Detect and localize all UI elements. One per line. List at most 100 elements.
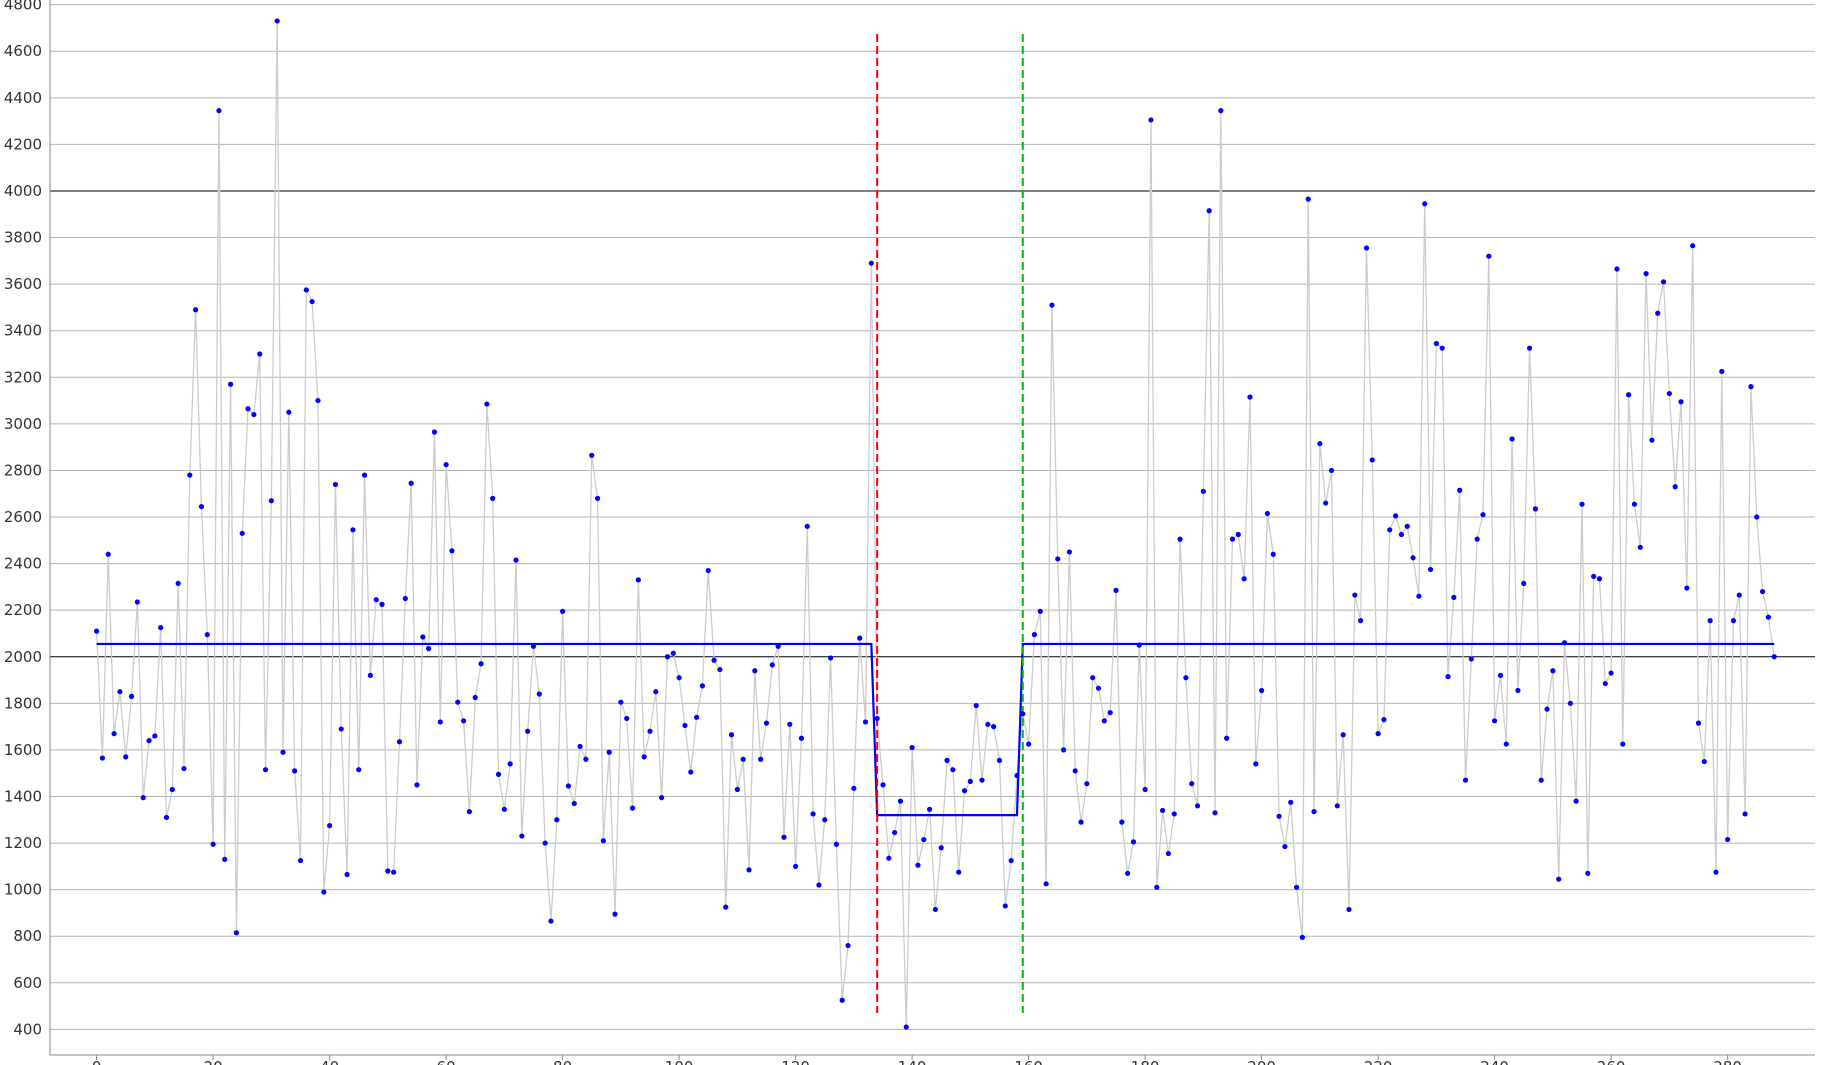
data-point [123, 754, 129, 760]
data-point [1626, 392, 1632, 398]
data-point [1660, 279, 1667, 285]
data-point [1200, 488, 1206, 494]
data-point [350, 527, 356, 533]
data-point [985, 721, 991, 727]
data-point [286, 409, 292, 415]
data-point [763, 720, 770, 726]
data-point [1742, 811, 1748, 817]
data-point [1247, 394, 1253, 400]
data-point [1113, 587, 1119, 593]
y-tick-label: 4400 [4, 89, 42, 107]
y-tick-label: 1000 [4, 881, 42, 899]
data-point [385, 868, 391, 874]
y-tick-label: 1200 [4, 834, 42, 852]
data-point [1276, 813, 1282, 819]
data-point [152, 733, 158, 739]
data-point [1713, 869, 1719, 875]
data-point [577, 743, 583, 750]
data-point [391, 869, 397, 875]
data-point [1177, 536, 1183, 542]
x-tick-label: 0 [92, 1058, 102, 1065]
data-point [332, 481, 339, 488]
data-point [175, 580, 181, 586]
data-point [536, 691, 542, 697]
data-point [1358, 618, 1364, 624]
y-tick-labels: 400 600 800 1000 1200 1400 1600 1800 2000 2200 240… [4, 0, 42, 1038]
data-point [198, 503, 205, 510]
y-tick-label: 2000 [4, 648, 42, 666]
data-point [449, 548, 455, 554]
data-point [862, 719, 869, 725]
data-point [344, 871, 350, 878]
data-point [1055, 556, 1061, 562]
data-point [1282, 843, 1288, 850]
data-point [1311, 809, 1317, 815]
data-point [1119, 819, 1125, 825]
data-point [466, 809, 473, 815]
data-point [1433, 340, 1439, 347]
data-point [804, 523, 810, 529]
data-point [501, 806, 507, 812]
data-point [897, 798, 904, 804]
data-point [892, 829, 898, 836]
data-point [915, 862, 921, 868]
data-point [664, 654, 671, 660]
data-point [682, 722, 688, 729]
data-point [1643, 271, 1649, 277]
data-point [1567, 700, 1573, 706]
data-point [379, 601, 385, 607]
fit-line-path [96, 642, 1775, 817]
data-point [1253, 761, 1259, 767]
data-point [1189, 781, 1195, 787]
data-point [752, 668, 758, 674]
data-point [1066, 549, 1072, 555]
data-point [1672, 484, 1678, 490]
data-point [257, 351, 263, 357]
data-point [1165, 850, 1172, 857]
y-tick-label: 800 [13, 927, 42, 945]
y-tick-label: 2200 [4, 601, 42, 619]
data-point [1031, 632, 1038, 638]
y-tick-label: 2800 [4, 461, 42, 479]
data-point [1410, 555, 1416, 561]
data-point [1392, 513, 1399, 519]
data-point [420, 634, 426, 640]
data-point [1037, 608, 1043, 614]
data-point [1101, 718, 1107, 724]
data-point [1352, 592, 1358, 598]
data-point [426, 646, 432, 652]
data-point [1375, 731, 1381, 737]
data-point [1293, 884, 1300, 890]
data-point [769, 662, 775, 668]
data-point [1299, 934, 1305, 940]
data-point [798, 735, 805, 741]
data-point [542, 840, 548, 846]
data-point [1130, 839, 1137, 845]
data-point [822, 817, 828, 823]
data-point [944, 757, 950, 763]
data-point [961, 788, 968, 794]
data-point [874, 715, 880, 722]
data-point [338, 726, 344, 732]
data-point [1235, 531, 1241, 538]
data-point [414, 782, 420, 788]
y-tick-label: 2600 [4, 508, 42, 526]
data-point [1480, 512, 1486, 518]
data-point [659, 795, 665, 801]
data-point [1206, 208, 1212, 214]
x-tick-label: 80 [553, 1058, 572, 1065]
data-point [163, 814, 170, 821]
data-point [1043, 881, 1049, 887]
data-point [1439, 345, 1445, 351]
data-point [1765, 614, 1771, 620]
data-point [1305, 196, 1311, 202]
data-point [979, 777, 985, 783]
data-point [1224, 735, 1230, 741]
data-point [903, 1024, 909, 1030]
data-point [670, 650, 676, 656]
data-point [327, 823, 333, 829]
data-point [1369, 457, 1375, 463]
data-point [513, 557, 519, 563]
data-point [1521, 580, 1527, 586]
